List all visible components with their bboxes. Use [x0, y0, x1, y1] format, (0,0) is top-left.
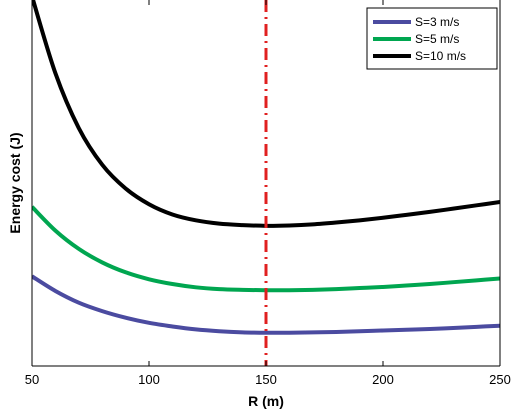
legend: S=3 m/s S=5 m/s S=10 m/s: [366, 7, 498, 70]
y-axis-label: Energy cost (J): [7, 132, 23, 233]
series-line-1: [32, 274, 500, 335]
x-tick-label: 250: [489, 372, 511, 387]
x-tick-label: 100: [138, 372, 160, 387]
legend-label-2: S=5 m/s: [415, 32, 459, 46]
legend-label-1: S=3 m/s: [415, 15, 459, 29]
legend-label-3: S=10 m/s: [415, 49, 466, 63]
x-tick-label: 50: [25, 372, 39, 387]
x-tick-label: 200: [372, 372, 394, 387]
x-ticks-layer: 50 100 150 200 250: [25, 0, 511, 387]
x-tick-label: 150: [255, 372, 277, 387]
x-axis-label: R (m): [248, 393, 284, 409]
